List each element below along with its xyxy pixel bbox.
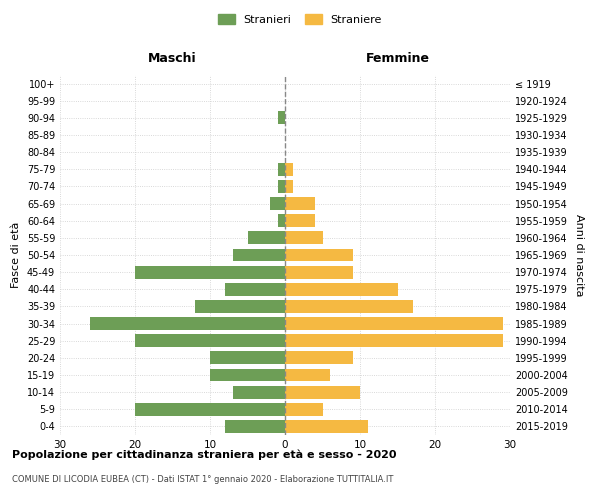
Bar xyxy=(285,197,315,210)
Bar xyxy=(233,386,285,398)
Bar xyxy=(285,352,353,364)
Bar xyxy=(285,163,293,175)
Bar xyxy=(210,368,285,382)
Bar xyxy=(270,197,285,210)
Bar xyxy=(285,368,330,382)
Bar xyxy=(285,403,323,415)
Text: Popolazione per cittadinanza straniera per età e sesso - 2020: Popolazione per cittadinanza straniera p… xyxy=(12,450,397,460)
Bar xyxy=(285,334,503,347)
Bar xyxy=(285,248,353,262)
Bar xyxy=(277,214,285,227)
Bar xyxy=(90,317,285,330)
Y-axis label: Fasce di età: Fasce di età xyxy=(11,222,21,288)
Text: COMUNE DI LICODIA EUBEA (CT) - Dati ISTAT 1° gennaio 2020 - Elaborazione TUTTITA: COMUNE DI LICODIA EUBEA (CT) - Dati ISTA… xyxy=(12,475,394,484)
Bar xyxy=(135,266,285,278)
Bar xyxy=(285,232,323,244)
Bar xyxy=(225,420,285,433)
Bar xyxy=(135,403,285,415)
Bar xyxy=(135,334,285,347)
Bar xyxy=(285,317,503,330)
Bar xyxy=(233,248,285,262)
Bar xyxy=(225,283,285,296)
Text: Femmine: Femmine xyxy=(365,52,430,65)
Bar xyxy=(285,283,398,296)
Bar xyxy=(195,300,285,313)
Legend: Stranieri, Straniere: Stranieri, Straniere xyxy=(215,10,385,28)
Bar xyxy=(285,420,367,433)
Y-axis label: Anni di nascita: Anni di nascita xyxy=(574,214,584,296)
Text: Maschi: Maschi xyxy=(148,52,197,65)
Bar xyxy=(277,180,285,193)
Bar xyxy=(285,386,360,398)
Bar xyxy=(210,352,285,364)
Bar xyxy=(277,112,285,124)
Bar xyxy=(248,232,285,244)
Bar xyxy=(285,180,293,193)
Bar xyxy=(285,300,413,313)
Bar xyxy=(285,266,353,278)
Bar xyxy=(285,214,315,227)
Bar xyxy=(277,163,285,175)
